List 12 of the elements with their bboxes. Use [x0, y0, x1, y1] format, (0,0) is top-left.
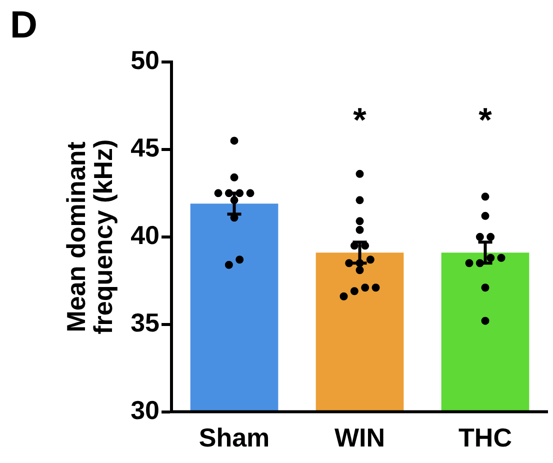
y-tick-label: 35	[130, 308, 160, 338]
x-tick-label: THC	[458, 422, 512, 453]
y-axis-title: Mean dominant frequency (kHz)	[60, 139, 118, 334]
x-tick-label: Sham	[198, 422, 270, 453]
y-tick-label: 45	[130, 132, 160, 163]
annotation: *	[353, 101, 368, 140]
y-tick-label: 30	[130, 394, 160, 425]
chart-title: D	[10, 4, 38, 46]
y-tick-label: 50	[130, 45, 160, 76]
y-tick-label: 40	[130, 220, 160, 250]
x-tick-label: WIN	[334, 422, 386, 453]
annotation: *	[478, 101, 493, 140]
